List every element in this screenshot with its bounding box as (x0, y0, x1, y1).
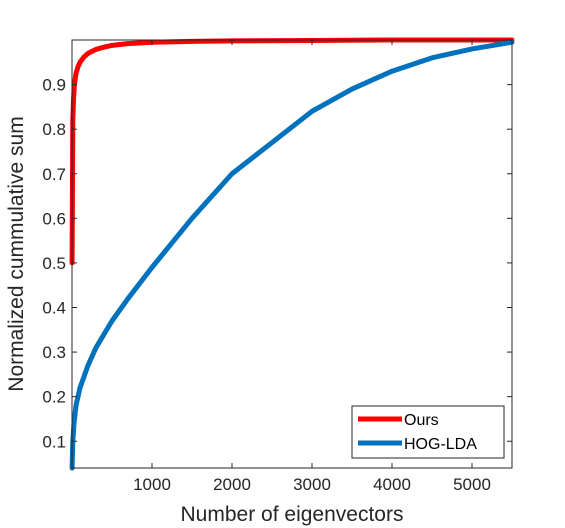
x-axis-label: Number of eigenvectors (181, 503, 404, 526)
y-tick-label: 0.9 (42, 76, 66, 95)
series-line-hog-lda (69, 39, 515, 471)
x-tick-label: 5000 (453, 475, 491, 494)
x-tick-label: 2000 (213, 475, 251, 494)
legend-label-ours: Ours (404, 412, 439, 429)
plot-frame (71, 39, 513, 469)
x-tick-label: 4000 (373, 475, 411, 494)
y-tick-label: 0.5 (42, 254, 66, 273)
y-tick-label: 0.7 (42, 165, 66, 184)
x-tick-label: 3000 (293, 475, 331, 494)
y-tick-label: 0.6 (42, 209, 66, 228)
tick-layer: 1000 2000 3000 4000 5000 0.1 0.2 0.3 0.4 0.5 0.6 0.… (42, 40, 512, 494)
legend: Ours HOG-LDA (351, 405, 505, 459)
y-axis-label: Normalized cummulative sum (5, 116, 28, 391)
y-tick-label: 0.1 (42, 432, 66, 451)
plot-area (72, 40, 512, 468)
legend-label-hog-lda: HOG-LDA (404, 436, 477, 453)
x-tick-label: 1000 (133, 475, 171, 494)
y-tick-label: 0.4 (42, 299, 66, 318)
legend-box (351, 405, 505, 459)
series-layer (69, 37, 515, 471)
y-tick-label: 0.3 (42, 343, 66, 362)
series-line-ours (69, 37, 515, 266)
y-tick-label: 0.2 (42, 388, 66, 407)
y-tick-label: 0.8 (42, 120, 66, 139)
